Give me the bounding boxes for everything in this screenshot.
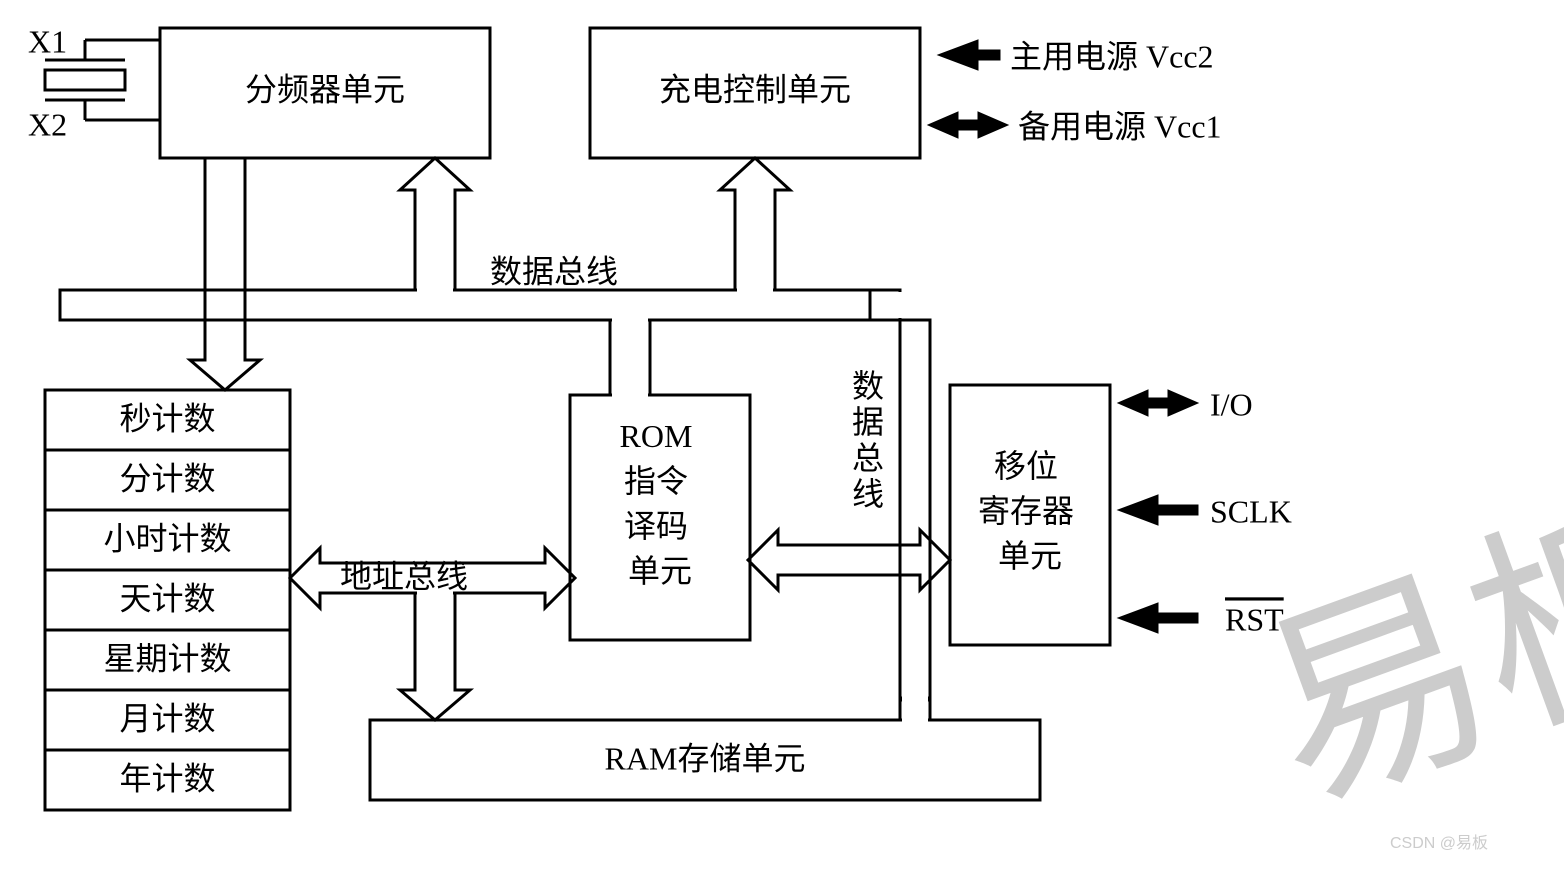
- counter-stack: 秒计数分计数小时计数天计数星期计数月计数年计数: [45, 390, 290, 810]
- vcc1-label: 备用电源 Vcc1: [1018, 108, 1222, 144]
- bus-rom-to-databus: [610, 317, 650, 398]
- x1-label: X1: [28, 23, 67, 59]
- rst-arrow: RST: [1118, 601, 1284, 637]
- vcc2-arrow: 主用电源 Vcc2: [938, 38, 1214, 74]
- counter-cell-label: 秒计数: [119, 400, 215, 436]
- bus-freq-to-counter: [190, 158, 260, 390]
- freq-divider-label: 分频器单元: [245, 71, 405, 107]
- counter-cell-label: 年计数: [119, 760, 215, 796]
- charge-ctrl-label: 充电控制单元: [659, 71, 851, 107]
- data-bus-top-label: 数据总线: [490, 253, 618, 289]
- sclk-label: SCLK: [1210, 493, 1292, 529]
- counter-cell-label: 星期计数: [103, 640, 231, 676]
- io-label: I/O: [1210, 386, 1253, 422]
- counter-cell-label: 分计数: [119, 460, 215, 496]
- io-arrow: I/O: [1118, 386, 1253, 422]
- vcc2-label: 主用电源 Vcc2: [1010, 38, 1214, 74]
- counter-cell-label: 小时计数: [103, 520, 231, 556]
- vcc1-arrow: 备用电源 Vcc1: [928, 108, 1222, 144]
- x2-label: X2: [28, 106, 67, 142]
- block-diagram: 易板 X1 X2 分频器单元 充电控制单元 主用电源 Vcc2 备用电源 Vcc…: [0, 0, 1564, 869]
- counter-cell-label: 月计数: [119, 700, 215, 736]
- rst-label: RST: [1225, 601, 1284, 637]
- data-bus-right-label: 数据总线: [852, 368, 884, 512]
- sclk-arrow: SCLK: [1118, 493, 1292, 529]
- counter-cell-label: 天计数: [119, 580, 215, 616]
- crystal-x1-x2: X1 X2: [28, 23, 160, 142]
- watermark-small: CSDN @易板: [1390, 834, 1488, 852]
- ram-storage-label: RAM存储单元: [605, 740, 806, 776]
- addr-bus-label: 地址总线: [340, 558, 468, 594]
